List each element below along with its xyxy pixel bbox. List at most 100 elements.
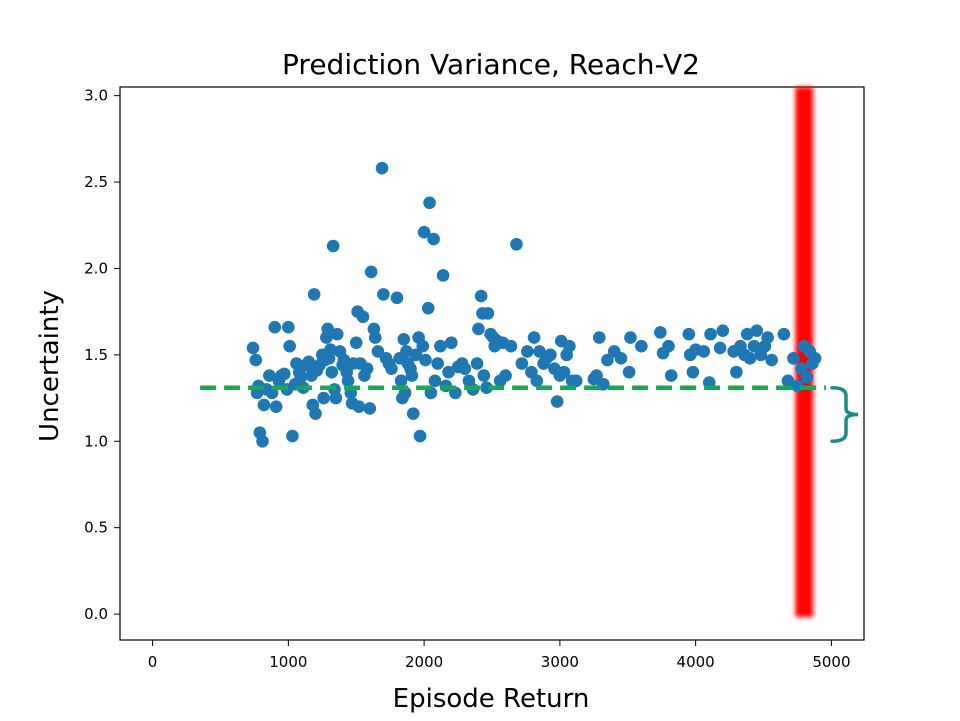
data-point [716,324,730,337]
data-point [325,365,339,379]
data-point [385,362,398,375]
data-point [800,371,814,384]
data-point [417,225,431,239]
y-tick-label: 2.0 [84,259,108,277]
x-tick-label: 3000 [541,653,579,671]
data-point [423,196,436,210]
x-tick-label: 1000 [269,653,307,671]
y-tick-label: 0.0 [84,605,108,623]
data-point [527,331,541,344]
data-point [364,265,378,279]
data-point [413,429,427,443]
data-point [406,407,420,420]
data-point [686,365,700,379]
data-point [713,341,727,355]
data-point [444,336,458,350]
y-tick-label: 2.5 [84,173,108,191]
data-point [321,322,335,336]
data-point [286,429,299,443]
data-point [416,339,430,353]
plot-frame [119,86,865,641]
data-point [363,402,377,415]
data-point [740,327,754,341]
data-point [317,391,330,405]
data-point [337,353,351,367]
data-point [544,348,557,362]
data-point [470,357,484,370]
x-axis-ticks: 0 1000 2000 3000 4000 5000 [148,640,851,671]
data-point [743,352,757,365]
data-point [664,369,678,382]
data-point [409,348,423,362]
data-point [682,327,696,341]
data-point [765,353,778,367]
data-point [777,327,791,341]
data-point [419,353,432,367]
x-axis-title: Episode Return [393,684,590,714]
data-point [761,331,774,344]
data-point [662,339,675,353]
data-point [368,331,382,344]
data-point [477,369,491,382]
data-point [405,369,419,382]
data-point [530,374,544,388]
chart-title: Prediction Variance, Reach-V2 [282,48,700,81]
data-point [442,365,455,379]
data-point [268,320,282,334]
data-point [431,357,444,370]
y-tick-label: 1.0 [84,432,108,450]
data-point [458,362,472,375]
data-point [614,352,628,365]
data-point [787,352,800,365]
data-point [480,381,493,394]
data-point [263,369,276,382]
data-point [329,391,343,405]
data-point [624,331,637,344]
data-point [421,301,435,315]
data-point [697,345,711,358]
data-point [249,353,263,367]
data-point [309,407,322,420]
data-point [601,353,614,367]
data-point [394,374,408,388]
data-point [375,161,389,175]
data-point [427,232,440,246]
data-point [730,365,743,379]
data-point [592,331,606,344]
data-point [377,288,390,301]
data-point [472,322,485,336]
data-point [563,339,576,353]
data-point [510,237,523,251]
data-points-layer [246,161,822,448]
y-tick-label: 1.5 [84,346,108,364]
data-point [349,336,363,350]
data-point [307,288,321,301]
data-point [400,345,413,358]
data-point [341,374,355,388]
data-point [622,365,636,379]
y-axis-title: Uncertainty [35,290,65,442]
y-tick-label: 0.5 [84,519,108,537]
data-point [704,327,717,341]
data-point [283,339,297,353]
data-point [504,339,518,353]
bracket-annotation-layer [830,385,859,444]
data-point [590,369,603,382]
data-point [256,434,269,448]
y-axis-ticks: 0.0 0.5 1.0 1.5 2.0 2.5 3.0 [84,87,120,623]
data-point [550,395,564,408]
x-tick-label: 0 [148,653,158,671]
data-point [436,269,450,282]
data-point [781,374,795,388]
data-point [654,326,667,339]
data-point [481,307,495,320]
data-point [294,371,307,384]
data-point [434,339,447,353]
data-point [499,369,512,382]
data-point [390,291,404,305]
data-point [808,352,822,365]
data-point [360,362,374,375]
data-point [277,367,291,381]
